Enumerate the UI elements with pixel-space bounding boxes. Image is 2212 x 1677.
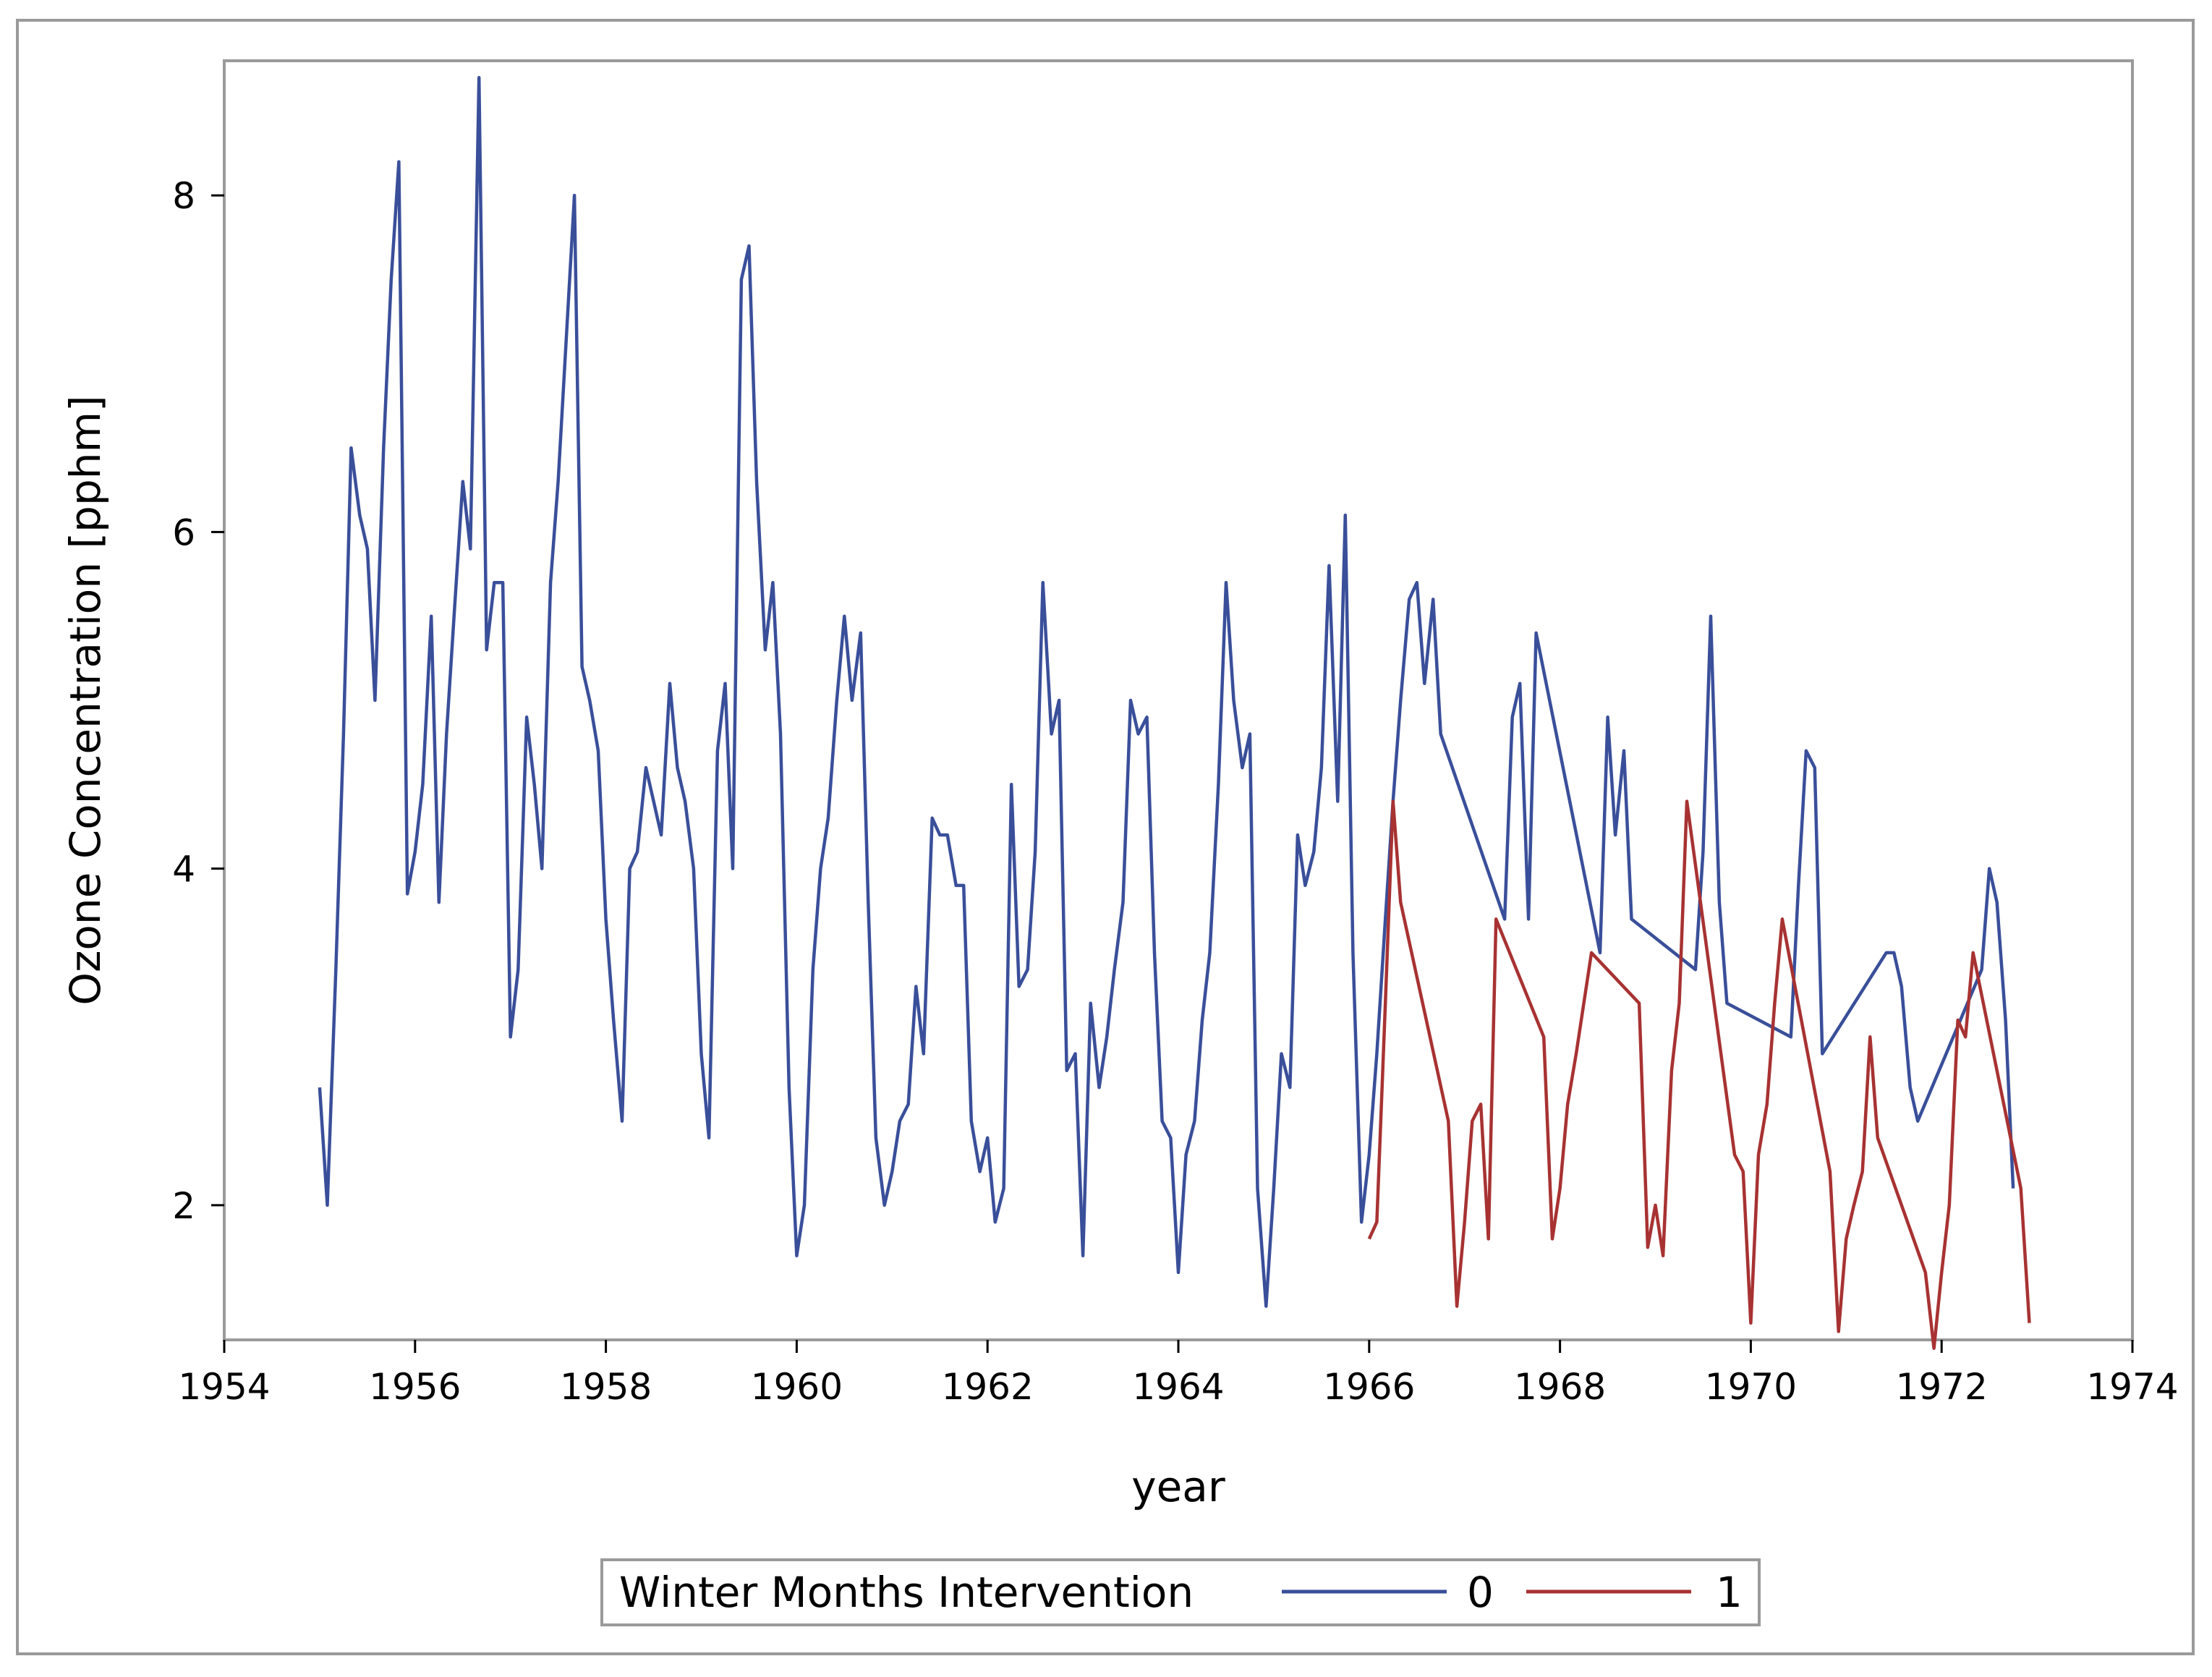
- y-tick-label: 4: [172, 849, 195, 891]
- x-tick-label: 1968: [1514, 1366, 1606, 1408]
- chart-frame: [16, 19, 2195, 1655]
- x-tick-label: 1970: [1705, 1366, 1797, 1408]
- x-tick-label: 1956: [369, 1366, 461, 1408]
- x-axis-title: year: [1131, 1462, 1225, 1511]
- legend-label-0: 0: [1467, 1568, 1494, 1617]
- plot-area: [223, 59, 2134, 1341]
- axis-layer: 1954 1956 1958 1960 1962 1964 1966 1968 1970 1972…: [172, 175, 2178, 1408]
- y-tick-label: 8: [172, 175, 195, 217]
- x-tick-label: 1958: [560, 1366, 652, 1408]
- series-layer: [318, 76, 2031, 1350]
- x-tick-label: 1954: [178, 1366, 270, 1408]
- series-line-0: [318, 76, 2015, 1308]
- y-tick-label: 2: [172, 1185, 195, 1227]
- legend-label-1: 1: [1716, 1568, 1743, 1617]
- x-tick-label: 1964: [1132, 1366, 1224, 1408]
- legend-title: Winter Months Intervention: [619, 1568, 1194, 1617]
- y-tick-label: 6: [172, 511, 195, 553]
- x-tick-label: 1966: [1323, 1366, 1415, 1408]
- x-tick-label: 1962: [942, 1366, 1034, 1408]
- y-axis-title: Ozone Concentration [pphm]: [61, 395, 110, 1005]
- x-tick-label: 1972: [1896, 1366, 1988, 1408]
- series-line-1: [1367, 799, 2031, 1350]
- legend: Winter Months Intervention 0 1: [600, 1558, 1761, 1626]
- x-tick-label: 1974: [2086, 1366, 2178, 1408]
- x-tick-label: 1960: [751, 1366, 843, 1408]
